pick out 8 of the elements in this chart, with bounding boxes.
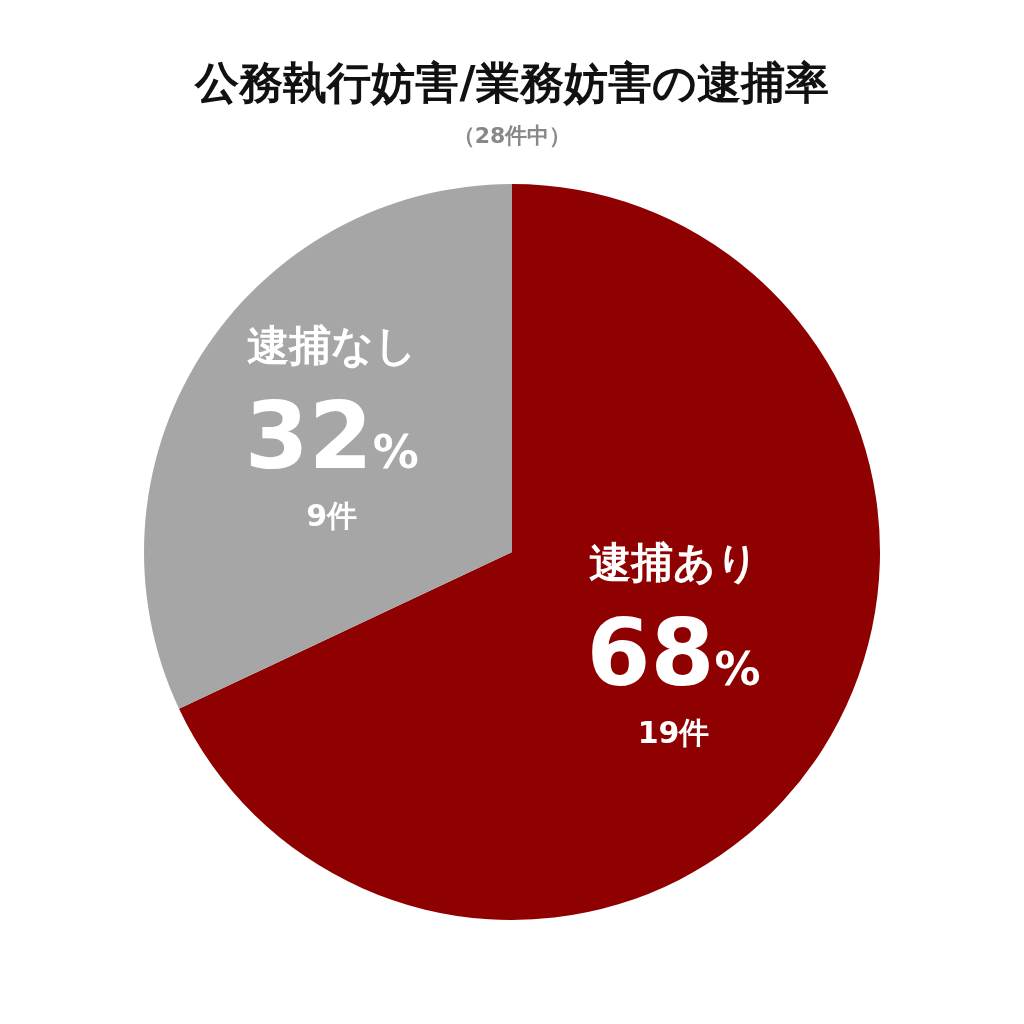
text: 19件 xyxy=(637,714,710,750)
slice-label: 逮捕あり xyxy=(588,537,759,587)
chart-subtitle: （28件中） xyxy=(452,123,572,148)
data-label: 68% xyxy=(586,599,761,707)
text: 9件 xyxy=(306,497,358,533)
data-label: 32% xyxy=(244,382,419,490)
slice-label: 逮捕なし xyxy=(246,320,417,370)
chart-title: 公務執行妨害/業務妨害の逮捕率 xyxy=(194,57,829,108)
